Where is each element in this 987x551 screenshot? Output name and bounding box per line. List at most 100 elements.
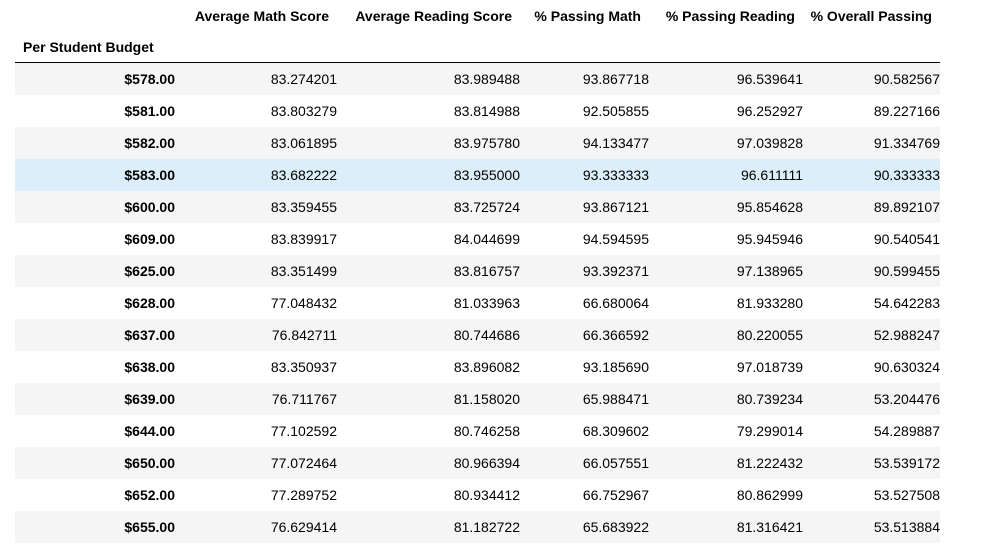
cell-pct-overall-passing: 53.204476 [873, 390, 940, 407]
cell-avg-math: 77.072464 [270, 454, 337, 471]
table-row: $628.00 77.048432 81.033963 66.680064 81.933… [15, 286, 940, 319]
cell-pct-passing-reading: 95.854628 [736, 198, 803, 215]
column-header-pct-passing-reading: % Passing Reading [665, 7, 795, 24]
cell-pct-passing-reading: 80.220055 [736, 326, 803, 343]
cell-avg-math: 76.842711 [271, 326, 337, 343]
cell-pct-overall-passing: 53.513884 [873, 518, 940, 535]
cell-avg-reading: 83.896082 [453, 358, 520, 375]
cell-avg-reading: 81.033963 [453, 294, 520, 311]
cell-pct-overall-passing: 53.527508 [873, 486, 940, 503]
cell-pct-overall-passing: 89.892107 [873, 198, 940, 215]
cell-avg-math: 77.102592 [270, 422, 337, 439]
column-header-row: Average Math Score Average Reading Score… [15, 0, 940, 31]
column-header-avg-reading: Average Reading Score [355, 7, 512, 24]
index-header-blank [337, 31, 520, 63]
cell-pct-passing-reading: 97.039828 [736, 134, 803, 151]
table-row: $644.00 77.102592 80.746258 68.309602 79.299… [15, 414, 940, 447]
cell-pct-passing-math: 66.366592 [582, 326, 649, 343]
cell-pct-overall-passing: 53.539172 [873, 454, 940, 471]
cell-pct-passing-math: 93.333333 [582, 166, 649, 183]
cell-avg-math: 83.803279 [270, 102, 337, 119]
cell-pct-passing-math: 66.057551 [582, 454, 649, 471]
cell-pct-passing-reading: 96.252927 [736, 102, 803, 119]
cell-avg-math: 83.351499 [270, 262, 337, 279]
header-blank-corner [15, 0, 175, 31]
cell-pct-passing-math: 93.185690 [582, 358, 649, 375]
column-header-pct-overall-passing: % Overall Passing [810, 7, 932, 24]
row-index-cell: $655.00 [124, 518, 175, 535]
cell-pct-passing-math: 93.867718 [582, 70, 649, 87]
cell-pct-passing-math: 65.988471 [582, 390, 649, 407]
cell-avg-reading: 80.744686 [453, 326, 520, 343]
cell-pct-passing-reading: 95.945946 [736, 230, 803, 247]
table-row: $637.00 76.842711 80.744686 66.366592 80.220… [15, 318, 940, 351]
dataframe-output: Average Math Score Average Reading Score… [15, 0, 940, 543]
index-name-header: Per Student Budget [23, 38, 154, 55]
cell-avg-reading: 81.182722 [453, 518, 520, 535]
cell-avg-math: 76.629414 [270, 518, 337, 535]
cell-avg-reading: 83.725724 [453, 198, 520, 215]
cell-avg-reading: 83.989488 [453, 70, 520, 87]
row-index-cell: $638.00 [124, 358, 175, 375]
cell-avg-math: 83.682222 [270, 166, 337, 183]
index-header-blank [649, 31, 803, 63]
table-row: $652.00 77.289752 80.934412 66.752967 80.862… [15, 478, 940, 511]
row-index-cell: $644.00 [124, 422, 175, 439]
cell-pct-passing-reading: 79.299014 [736, 422, 803, 439]
cell-pct-passing-reading: 96.611111 [740, 166, 803, 183]
row-index-cell: $639.00 [124, 390, 175, 407]
cell-avg-reading: 83.816757 [453, 262, 520, 279]
cell-avg-reading: 80.746258 [453, 422, 520, 439]
table-row: $639.00 76.711767 81.158020 65.988471 80.739… [15, 382, 940, 415]
cell-pct-passing-math: 94.594595 [582, 230, 649, 247]
column-header-pct-passing-math: % Passing Math [534, 7, 641, 24]
row-index-cell: $637.00 [124, 326, 175, 343]
cell-pct-passing-math: 66.680064 [582, 294, 649, 311]
cell-pct-passing-math: 65.683922 [582, 518, 649, 535]
table-row: $582.00 83.061895 83.975780 94.133477 97.039… [15, 126, 940, 159]
cell-avg-reading: 80.934412 [453, 486, 520, 503]
cell-avg-math: 76.711767 [271, 390, 337, 407]
cell-pct-passing-math: 68.309602 [582, 422, 649, 439]
row-index-cell: $600.00 [124, 198, 175, 215]
row-index-cell: $609.00 [124, 230, 175, 247]
cell-pct-passing-math: 66.752967 [582, 486, 649, 503]
row-index-cell: $578.00 [124, 70, 175, 87]
cell-pct-overall-passing: 52.988247 [873, 326, 940, 343]
column-header-avg-math: Average Math Score [194, 7, 329, 24]
index-header-blank [803, 31, 940, 63]
row-index-cell: $628.00 [124, 294, 175, 311]
cell-avg-math: 77.289752 [270, 486, 337, 503]
index-header-blank [175, 31, 337, 63]
cell-avg-reading: 84.044699 [453, 230, 520, 247]
table-header: Average Math Score Average Reading Score… [15, 0, 940, 63]
table-row: $583.00 83.682222 83.955000 93.333333 96.611… [15, 158, 940, 191]
cell-pct-overall-passing: 54.642283 [873, 294, 940, 311]
cell-pct-overall-passing: 90.599455 [873, 262, 940, 279]
cell-pct-overall-passing: 90.582567 [873, 70, 940, 87]
table-row: $625.00 83.351499 83.816757 93.392371 97.138… [15, 254, 940, 287]
cell-pct-passing-reading: 96.539641 [736, 70, 803, 87]
table-row: $581.00 83.803279 83.814988 92.505855 96.252… [15, 94, 940, 127]
table-row: $655.00 76.629414 81.182722 65.683922 81.316… [15, 510, 940, 543]
table-row: $650.00 77.072464 80.966394 66.057551 81.222… [15, 446, 940, 479]
cell-avg-math: 83.061895 [270, 134, 337, 151]
cell-pct-passing-math: 92.505855 [582, 102, 649, 119]
cell-pct-passing-reading: 80.862999 [736, 486, 803, 503]
cell-avg-math: 83.359455 [270, 198, 337, 215]
cell-pct-passing-reading: 81.222432 [736, 454, 803, 471]
cell-pct-overall-passing: 90.540541 [873, 230, 940, 247]
cell-avg-reading: 83.975780 [453, 134, 520, 151]
index-header-row: Per Student Budget [15, 31, 940, 63]
table-row: $578.00 83.274201 83.989488 93.867718 96.539… [15, 62, 940, 95]
row-index-cell: $583.00 [124, 166, 175, 183]
index-header-blank [520, 31, 649, 63]
cell-avg-reading: 80.966394 [453, 454, 520, 471]
table-row: $638.00 83.350937 83.896082 93.185690 97.018… [15, 350, 940, 383]
cell-pct-passing-reading: 97.138965 [736, 262, 803, 279]
cell-pct-passing-math: 93.867121 [582, 198, 649, 215]
cell-pct-passing-reading: 80.739234 [736, 390, 803, 407]
cell-pct-passing-math: 94.133477 [582, 134, 649, 151]
cell-avg-math: 83.274201 [270, 70, 337, 87]
cell-pct-overall-passing: 54.289887 [873, 422, 940, 439]
